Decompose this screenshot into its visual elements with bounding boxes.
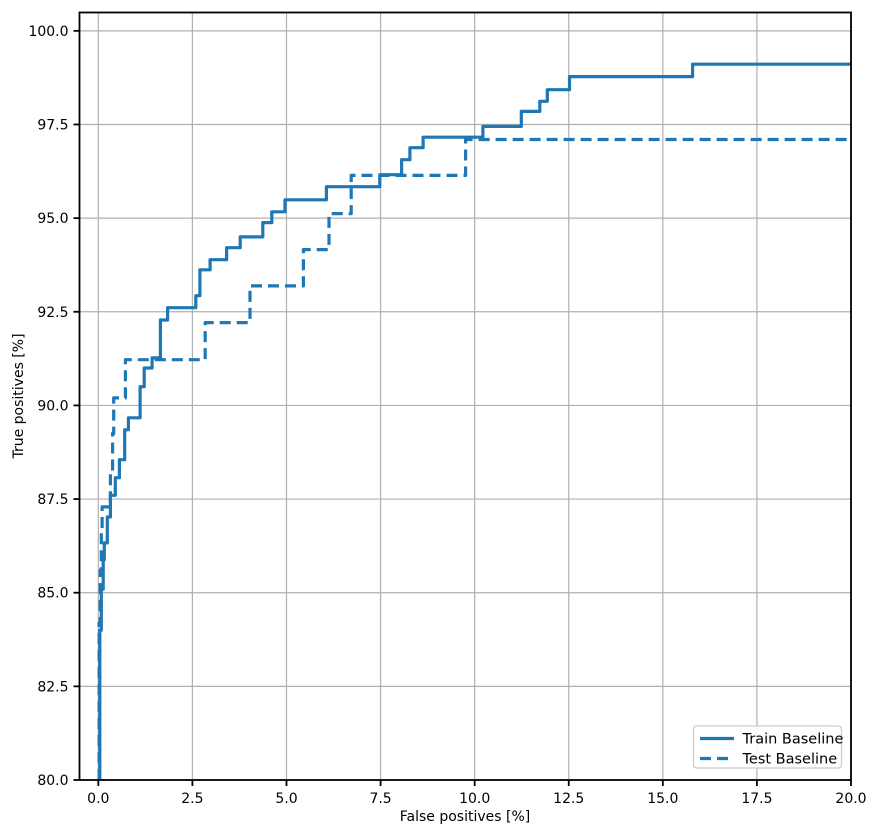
x-tick-label: 5.0	[275, 791, 297, 807]
y-tick-label: 87.5	[37, 492, 68, 508]
y-tick-label: 100.0	[28, 24, 68, 40]
legend: Train Baseline Test Baseline	[692, 725, 844, 769]
legend-box	[692, 725, 843, 769]
y-axis-label: True positives [%]	[11, 333, 27, 459]
x-tick-label: 7.5	[369, 791, 391, 807]
series-line-train-baseline	[98, 62, 851, 780]
y-tick-label: 90.0	[37, 398, 68, 414]
x-tick-label: 20.0	[835, 791, 866, 807]
y-tick-label: 97.5	[37, 117, 68, 133]
series-layer	[97, 62, 851, 780]
x-tick-label: 10.0	[459, 791, 490, 807]
x-tick-label: 2.5	[181, 791, 203, 807]
y-tick-label: 95.0	[37, 211, 68, 227]
y-tick-label: 80.0	[37, 773, 68, 789]
y-tick-label: 85.0	[37, 586, 68, 602]
plot-area	[79, 12, 851, 780]
x-tick-label: 0.0	[87, 791, 109, 807]
tick-layer	[73, 29, 852, 786]
axes-frame	[78, 11, 852, 781]
x-tick-label: 15.0	[647, 791, 678, 807]
x-axis-label: False positives [%]	[400, 809, 530, 825]
legend-label-train-baseline: Train Baseline	[742, 732, 844, 748]
x-tick-label: 17.5	[741, 791, 772, 807]
series-line-test-baseline	[97, 137, 851, 780]
y-tick-label: 92.5	[37, 305, 68, 321]
tick-label-layer: 0.0 2.5 5.0 7.5 10.0 12.5 15.0 17.5 20.0 80.0 82.5…	[28, 24, 866, 807]
y-tick-label: 82.5	[37, 679, 68, 695]
x-tick-label: 12.5	[553, 791, 584, 807]
legend-label-test-baseline: Test Baseline	[742, 752, 838, 768]
